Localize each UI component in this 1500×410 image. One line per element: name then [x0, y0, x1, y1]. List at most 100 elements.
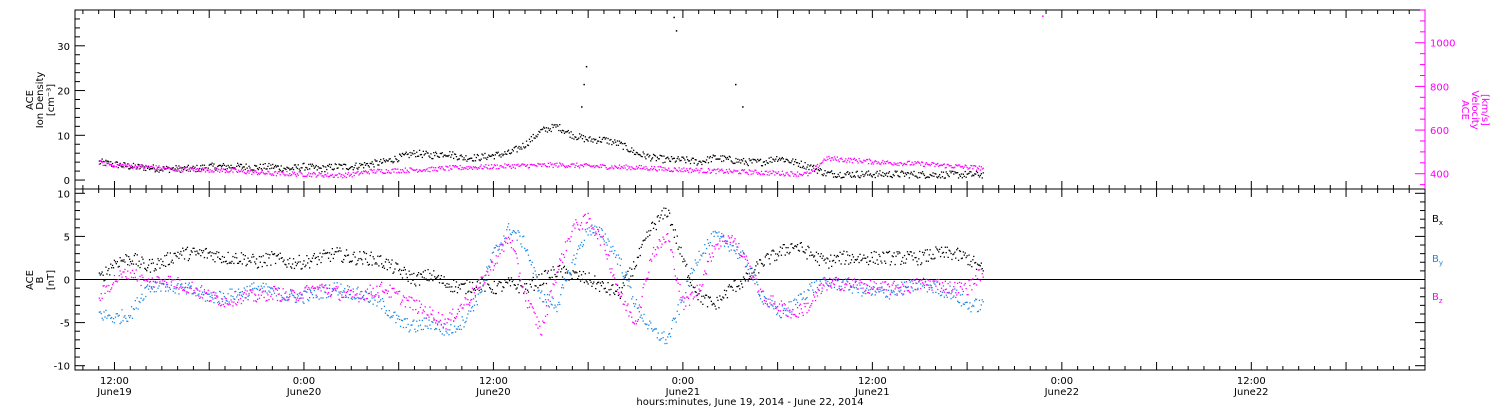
by-point	[707, 242, 710, 244]
bx-point	[777, 255, 780, 257]
density-point	[649, 154, 651, 157]
bz-point	[190, 287, 192, 290]
bz-point	[975, 284, 978, 286]
density-point	[772, 158, 774, 160]
bx-point	[358, 258, 360, 260]
bz-point	[908, 291, 910, 293]
by-point	[511, 231, 513, 234]
velocity-point	[345, 172, 347, 174]
bx-point	[624, 276, 626, 278]
velocity-point	[275, 175, 278, 177]
bx-point	[453, 290, 456, 292]
bx-point	[768, 258, 770, 260]
bz-point	[669, 241, 671, 243]
by-point	[182, 286, 184, 288]
outlier-point	[742, 106, 744, 108]
density-point	[119, 162, 121, 165]
by-point	[910, 279, 912, 281]
bz-point	[898, 287, 900, 289]
by-point	[565, 280, 567, 282]
velocity-point	[662, 167, 664, 169]
bx-point	[867, 256, 869, 258]
bz-point	[956, 294, 958, 296]
bx-point	[110, 263, 112, 265]
bx-point	[689, 281, 692, 284]
bz-point	[444, 318, 446, 320]
bx-point	[506, 281, 508, 283]
bx-point	[911, 255, 913, 257]
bz-point	[334, 289, 336, 291]
bx-point	[971, 266, 973, 268]
velocity-point	[689, 167, 692, 169]
bx-point	[638, 247, 640, 250]
by-point	[499, 244, 501, 246]
bz-point	[508, 238, 511, 240]
bz-point	[930, 285, 932, 287]
bz-point	[929, 280, 931, 282]
by-point	[438, 328, 441, 331]
bz-point	[428, 316, 430, 318]
density-point	[686, 156, 688, 158]
bx-point	[231, 260, 233, 263]
by-point	[539, 297, 541, 299]
velocity-point	[233, 168, 235, 170]
by-point	[660, 338, 662, 340]
bz-point	[862, 287, 864, 289]
bx-point	[926, 249, 928, 251]
bz-point	[398, 290, 400, 293]
by-point	[256, 288, 259, 291]
bx-point	[182, 247, 184, 249]
by-point	[900, 289, 902, 291]
velocity-point	[489, 168, 491, 170]
density-point	[291, 168, 293, 170]
density-point	[237, 164, 240, 166]
velocity-point	[820, 162, 822, 165]
bz-point	[194, 292, 196, 294]
velocity-point	[124, 164, 126, 166]
bx-point	[104, 279, 106, 281]
density-point	[387, 160, 389, 162]
bx-point	[709, 296, 711, 298]
by-point	[815, 280, 818, 282]
bz-point	[828, 285, 830, 287]
density-point	[903, 172, 905, 174]
density-point	[974, 173, 976, 175]
density-point	[711, 156, 713, 159]
by-point	[564, 279, 567, 282]
bz-point	[429, 306, 431, 308]
by-point	[349, 293, 351, 296]
by-point	[444, 323, 446, 325]
by-point	[386, 314, 388, 316]
bx-point	[737, 285, 739, 288]
velocity-point	[541, 165, 543, 168]
bz-point	[767, 298, 769, 300]
density-point	[603, 136, 605, 139]
density-point	[629, 151, 631, 153]
by-point	[737, 257, 739, 260]
by-point	[884, 288, 886, 291]
velocity-point	[942, 163, 945, 166]
density-point	[850, 176, 853, 178]
bx-point	[385, 258, 387, 260]
bx-point	[528, 279, 531, 281]
density-point	[359, 162, 361, 165]
bx-point	[489, 287, 491, 289]
bz-point	[914, 288, 916, 291]
velocity-point	[594, 166, 596, 169]
bz-point	[426, 314, 428, 316]
by-point	[549, 300, 551, 303]
density-point	[207, 167, 209, 169]
by-point	[727, 246, 729, 248]
density-point	[251, 169, 253, 171]
bx-point	[355, 264, 357, 266]
bz-point	[483, 283, 485, 285]
by-point	[969, 302, 971, 304]
bz-point	[140, 284, 142, 287]
velocity-point	[913, 163, 915, 165]
bx-point	[975, 268, 978, 270]
velocity-point	[286, 170, 288, 173]
velocity-point	[363, 170, 365, 172]
bx-point	[191, 251, 193, 253]
density-point	[500, 156, 502, 158]
bx-point	[292, 258, 295, 260]
